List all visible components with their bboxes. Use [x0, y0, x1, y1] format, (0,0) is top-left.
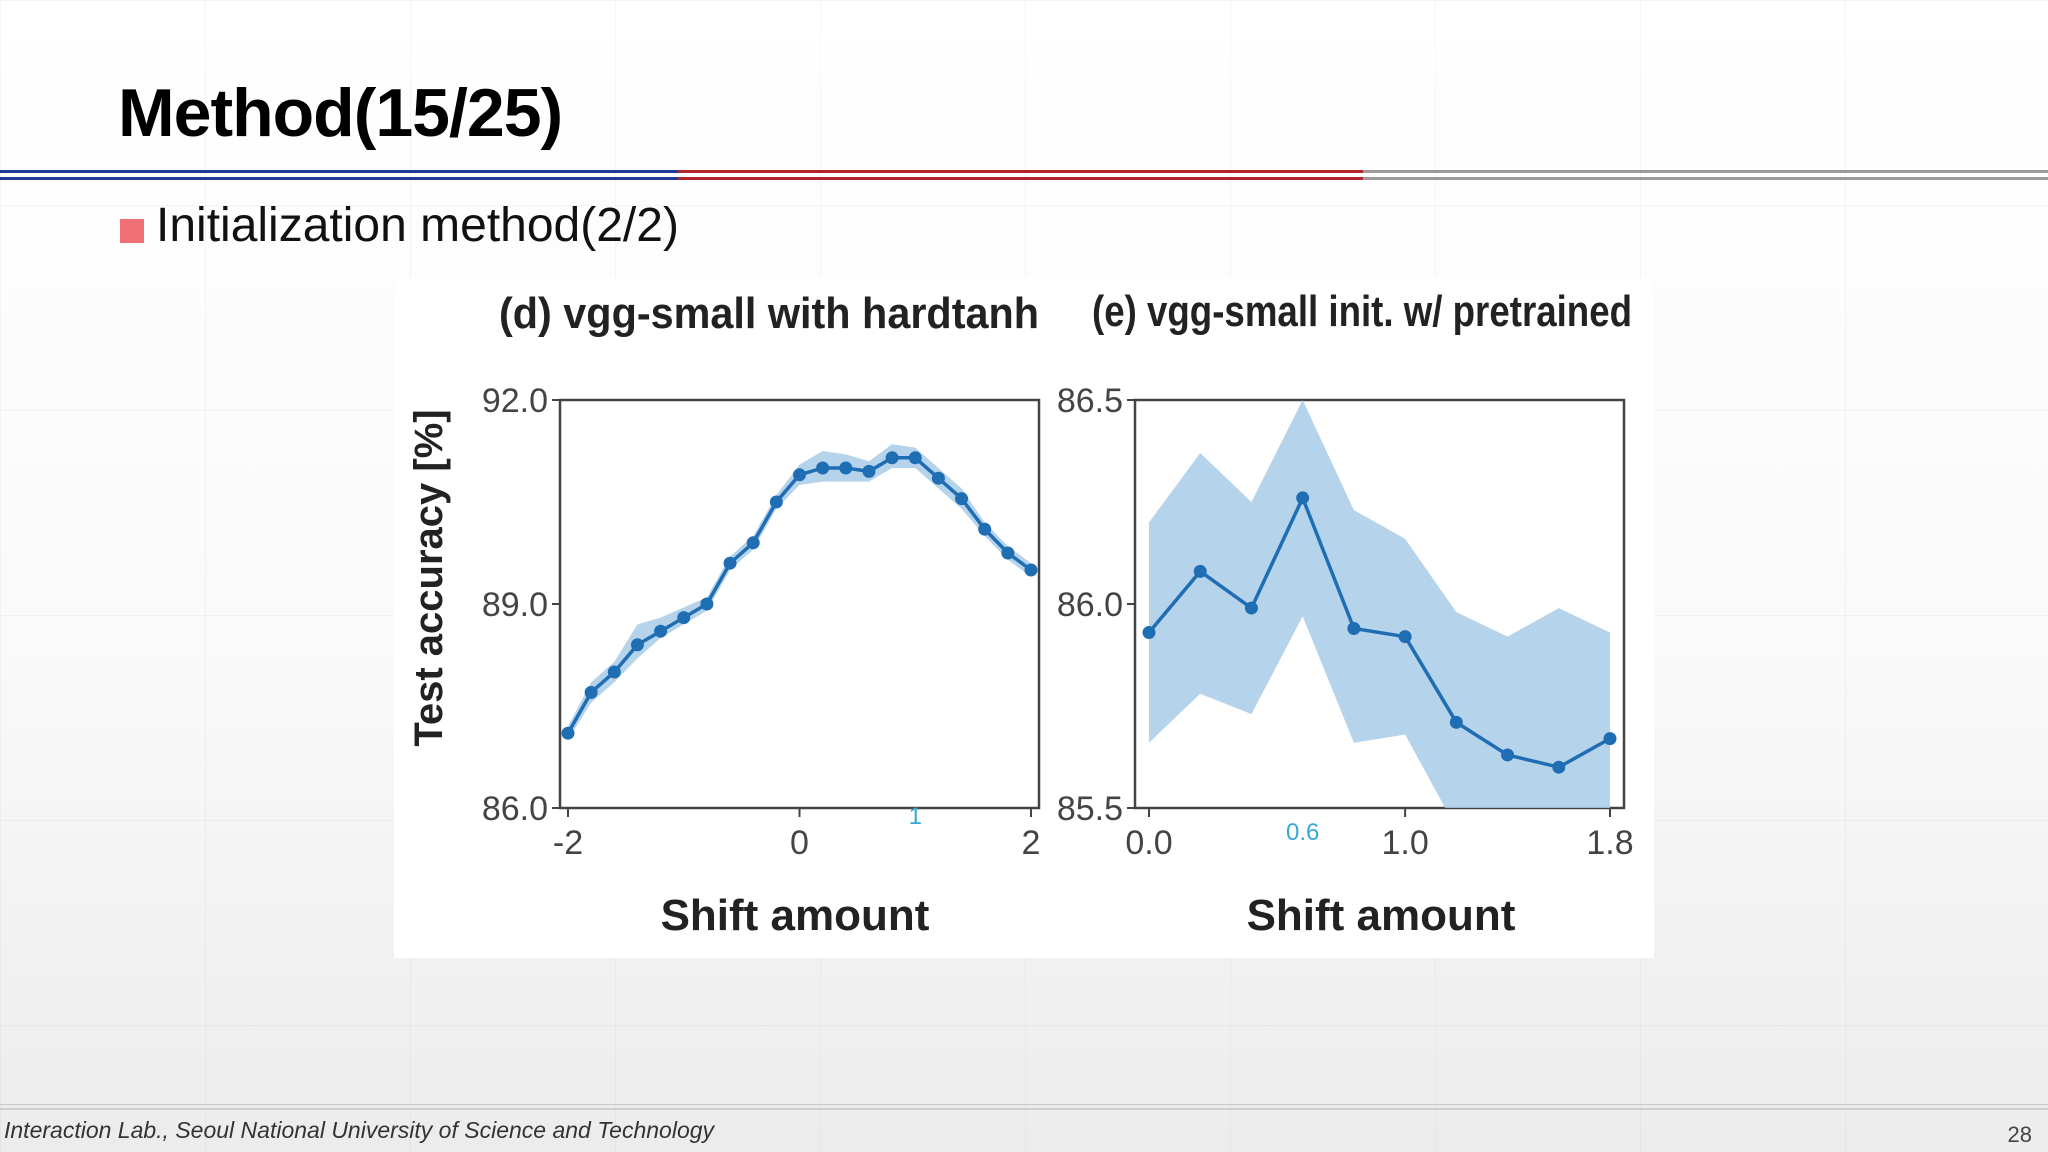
chart-d-data-point	[700, 597, 714, 611]
chart-d-data-point	[723, 556, 737, 570]
chart-e-y-tick-label: 86.5	[1057, 382, 1123, 420]
chart-d-y-tick-label: 86.0	[482, 790, 548, 828]
bullet-text: Initialization method(2/2)	[156, 199, 679, 252]
chart-d-frame	[558, 398, 1041, 810]
chart-d-confidence-band	[568, 444, 1031, 740]
page-number: 28	[2007, 1122, 2032, 1147]
chart-e-data-point	[1501, 748, 1515, 762]
chart-e-y-tick-label: 86.0	[1057, 586, 1123, 624]
chart-e-title: (e) vgg-small init. w/ pretrained	[1092, 287, 1632, 336]
chart-d-x-tick-label: 2	[1022, 824, 1041, 862]
bullet-square-icon	[120, 218, 144, 243]
chart-d-data-point	[677, 611, 691, 625]
chart-d-data-point	[607, 665, 621, 679]
chart-d-data-point	[885, 451, 899, 465]
chart-e-data-point	[1398, 630, 1412, 644]
chart-d-data-point	[654, 624, 668, 638]
chart-d-data-point	[746, 536, 760, 550]
chart-d-data-point	[839, 461, 853, 475]
chart-d-x-tick-label: -2	[553, 824, 583, 862]
chart-d-data-point	[1001, 546, 1015, 560]
chart-figure: Test accuracy [%] (d) vgg-small with har…	[407, 287, 1634, 940]
chart-e-data-point	[1244, 601, 1258, 615]
chart-e-data-point	[1552, 760, 1566, 774]
chart-d-data-point	[1024, 563, 1038, 577]
chart-d-overlay-label: 1	[909, 803, 922, 830]
chart-d-data-point	[955, 492, 969, 506]
chart-d-data-point	[978, 522, 992, 536]
chart-d-data-point	[561, 726, 575, 740]
chart-e-y-tick-label: 85.5	[1057, 790, 1123, 828]
chart-e-xlabel: Shift amount	[1247, 891, 1516, 940]
chart-d-xlabel: Shift amount	[661, 891, 930, 940]
chart-e-x-tick-label: 1.0	[1381, 824, 1428, 862]
chart-e: (e) vgg-small init. w/ pretrained Shift …	[1057, 287, 1634, 940]
chart-e-data-point	[1296, 491, 1310, 505]
chart-d-data-point	[793, 468, 806, 482]
chart-e-data-point	[1449, 715, 1463, 729]
chart-d-data-point	[816, 461, 830, 475]
y-axis-label: Test accuracy [%]	[407, 409, 451, 746]
chart-d-data-point	[584, 685, 598, 699]
chart-d-y-tick-label: 89.0	[482, 586, 548, 624]
chart-d-data-point	[931, 471, 945, 485]
chart-d-data-point	[862, 464, 876, 478]
chart-e-x-tick-label: 1.8	[1586, 824, 1633, 862]
chart-e-overlay-label: 0.6	[1286, 819, 1319, 846]
divider-gray-segment	[1363, 170, 2048, 180]
divider-red-segment	[678, 170, 1363, 180]
chart-d-data-point	[630, 638, 644, 652]
chart-e-data-point	[1347, 621, 1361, 635]
chart-d-y-tick-label: 92.0	[482, 382, 548, 420]
figure-panel: Test accuracy [%] (d) vgg-small with har…	[394, 278, 1654, 958]
chart-e-data-point	[1142, 626, 1156, 640]
slide-title: Method(15/25)	[118, 75, 563, 151]
chart-e-x-tick-label: 0.0	[1125, 824, 1172, 862]
chart-d-x-tick-label: 0	[790, 824, 809, 862]
chart-e-data-point	[1603, 732, 1617, 746]
chart-d-data-point	[908, 451, 922, 465]
divider-blue-segment	[0, 170, 678, 180]
chart-e-series-line	[1147, 493, 1611, 770]
chart-d: (d) vgg-small with hardtanh Shift amount…	[482, 289, 1041, 940]
chart-d-title: (d) vgg-small with hardtanh	[499, 289, 1039, 338]
chart-e-data-point	[1193, 564, 1207, 578]
title-divider	[0, 170, 2048, 182]
chart-d-data-point	[769, 495, 783, 509]
chart-e-confidence-band	[1149, 400, 1610, 808]
bullet-item: Initialization method(2/2)	[120, 198, 679, 253]
footer-divider	[0, 1104, 2048, 1110]
footer-lab-name: Interaction Lab., Seoul National Univers…	[4, 1117, 715, 1143]
